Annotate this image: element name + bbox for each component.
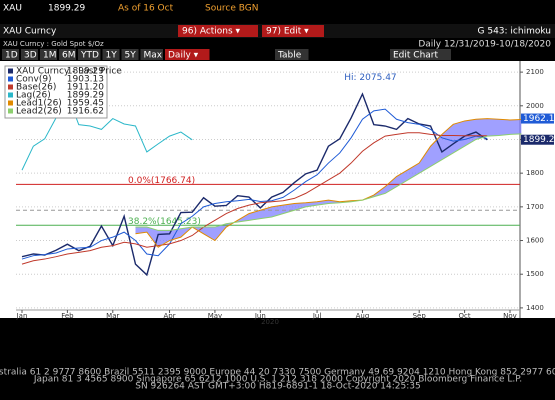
legend-value: 1911.20	[67, 83, 104, 93]
price-tag	[521, 113, 554, 124]
cloud	[135, 118, 522, 248]
high-label: Hi: 2075.47	[344, 73, 396, 83]
level-label: 0.0%(1766.74)	[128, 176, 195, 186]
axis-area	[520, 61, 555, 318]
legend-swatch	[8, 84, 13, 90]
toolbar-button[interactable]	[140, 49, 164, 60]
legend-swatch	[8, 68, 13, 74]
x-tick-label: Mar	[106, 312, 119, 320]
legend-label: XAU Curncy - Last Price	[16, 67, 122, 77]
x-tick-label: Sep	[413, 312, 427, 320]
footer-line: Japan 81 3 4565 8900 Singapore 65 6212 1…	[33, 375, 522, 385]
series-line	[21, 92, 193, 171]
x-tick-label: Aug	[356, 312, 370, 320]
x-tick-label: Feb	[61, 312, 74, 320]
toolbar-button[interactable]	[2, 49, 19, 60]
legend-label: Lag(26)	[16, 91, 51, 101]
toolbar-label[interactable]: 3D	[24, 51, 37, 61]
edit-label[interactable]: 97) Edit ▾	[266, 27, 309, 37]
toolbar-label[interactable]: 1D	[5, 51, 18, 61]
x-tick-label: Jan	[16, 312, 28, 320]
source: Source BGN	[205, 4, 259, 14]
graph-name: G 543: ichimoku	[478, 27, 551, 37]
toolbar-button[interactable]	[390, 49, 451, 60]
series-line	[21, 92, 488, 277]
legend-swatch	[8, 76, 13, 82]
toolbar-label[interactable]: 6M	[62, 51, 76, 61]
series-line	[21, 132, 488, 265]
y-tick-label: 1400	[526, 304, 544, 312]
actions-label[interactable]: 96) Actions ▾	[182, 27, 241, 37]
actions-button[interactable]	[178, 25, 258, 37]
last-price: 1899.29	[48, 4, 85, 14]
y-tick-label: 1600	[526, 237, 544, 245]
toolbar-button[interactable]	[121, 49, 139, 60]
series-line	[135, 118, 522, 248]
toolbar-button[interactable]	[102, 49, 120, 60]
y-tick-label: 1700	[526, 203, 544, 211]
y-tick-label: 1500	[526, 270, 544, 278]
as-of: As of 16 Oct	[118, 4, 174, 14]
toolbar-label[interactable]: Table	[277, 51, 302, 61]
x-axis-year: 2020	[261, 318, 279, 326]
ticker: XAU	[3, 4, 22, 14]
toolbar-button[interactable]	[59, 49, 76, 60]
legend-label: Lead2(26)	[16, 107, 62, 117]
x-tick-label: Nov	[503, 312, 517, 320]
toolbar-label[interactable]: 1Y	[106, 51, 118, 61]
price-tag-label: 1962.14	[523, 114, 555, 124]
description: XAU Curncy : Gold Spot $/Oz	[3, 40, 104, 48]
toolbar-label[interactable]: YTD	[80, 51, 99, 61]
left-margin	[0, 61, 16, 318]
legend-swatch	[8, 108, 13, 114]
legend-value: 1899.29	[67, 67, 104, 77]
price-tag-label: 1899.29	[523, 135, 555, 145]
price-tag	[521, 134, 554, 145]
legend-label: Lead1(26)	[16, 99, 62, 109]
legend-value: 1903.13	[67, 75, 104, 85]
x-tick-label: Oct	[459, 312, 471, 320]
toolbar-label[interactable]: 5Y	[125, 51, 137, 61]
toolbar-label[interactable]: 1M	[43, 51, 57, 61]
toolbar-button[interactable]	[21, 49, 38, 60]
footer-line: Australia 61 2 9777 8600 Brazil 5511 239…	[0, 368, 555, 378]
edit-button[interactable]	[262, 25, 324, 37]
legend-label: Base(26)	[16, 83, 56, 93]
toolbar-label[interactable]: Edit Chart	[393, 51, 438, 61]
toolbar-label[interactable]: Daily ▾	[168, 51, 199, 61]
toolbar-button[interactable]	[275, 49, 309, 60]
level-label: 38.2%(1645.23)	[128, 217, 201, 227]
range: Daily 12/31/2019-10/18/2020	[418, 40, 551, 50]
x-tick-label: Jul	[312, 312, 322, 320]
legend-value: 1916.62	[67, 107, 104, 117]
legend-swatch	[8, 100, 13, 106]
series-line	[21, 108, 488, 260]
y-tick-label: 1800	[526, 169, 544, 177]
y-tick-label: 2100	[526, 68, 544, 76]
legend-value: 1899.29	[67, 91, 104, 101]
legend-label: Conv(9)	[16, 75, 52, 85]
series-line	[135, 133, 522, 231]
toolbar-button[interactable]	[40, 49, 57, 60]
x-tick-label: Jun	[254, 312, 266, 320]
security: XAU Curncy	[3, 27, 57, 37]
legend-value: 1959.45	[67, 99, 104, 109]
toolbar-label[interactable]: Max	[144, 51, 163, 61]
legend	[4, 65, 108, 119]
legend-swatch	[8, 92, 13, 98]
x-tick-label: May	[208, 312, 222, 320]
toolbar-button[interactable]	[165, 49, 210, 60]
y-tick-label: 2000	[526, 102, 544, 110]
x-tick-label: Apr	[163, 312, 175, 320]
toolbar-button[interactable]	[78, 49, 101, 60]
footer-line: SN 926264 AST GMT+3:00 H819-6891-1 18-Oc…	[135, 382, 420, 392]
